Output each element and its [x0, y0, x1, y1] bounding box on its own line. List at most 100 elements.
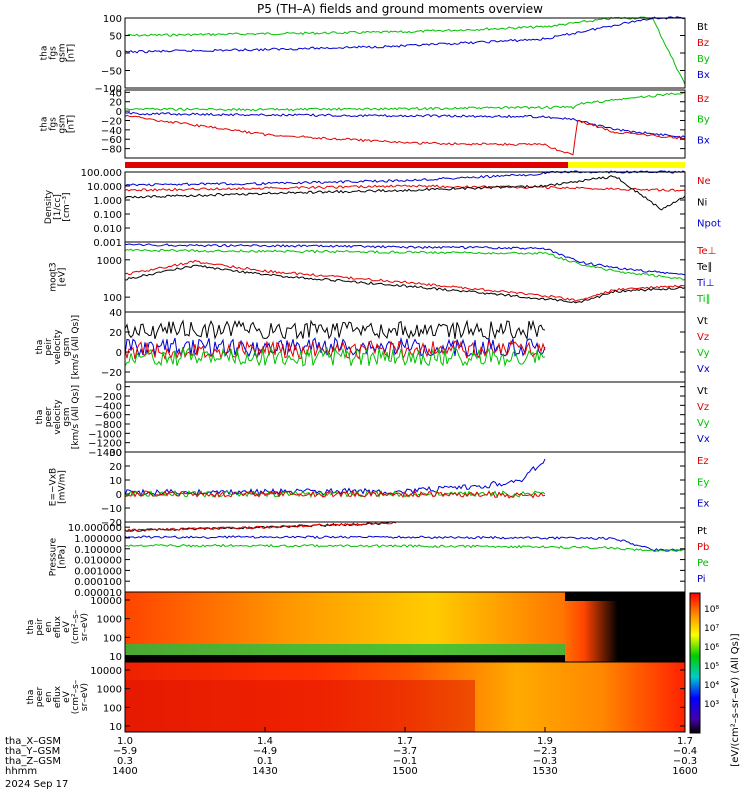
y-axis-label-line: [km/s (All Qs)] — [71, 385, 81, 449]
series-p3-1 — [124, 184, 685, 192]
y-axis-label-line: gsm — [62, 337, 72, 356]
panel-frame — [124, 381, 686, 453]
y-axis-label-line: gsm — [58, 114, 68, 133]
y-axis-label: E=−VxB[mV/m] — [49, 468, 68, 506]
x-axis-date: 2024 Sep 17 — [5, 779, 68, 790]
series-p4-2 — [124, 259, 686, 302]
y-tick-label: 0 — [116, 348, 122, 359]
y-tick-label: 100 — [103, 703, 122, 714]
y-axis-label: thapeirenefluxeV(cm²–s–sr–eV) — [26, 609, 90, 644]
y-tick-label: 20 — [109, 98, 122, 109]
y-tick-label: 0.100000 — [74, 545, 122, 556]
y-axis-label: moqt3[eV] — [49, 262, 68, 291]
x-tick-label: −0.1 — [393, 756, 417, 767]
legend-entry-Bx: Bx — [697, 135, 710, 146]
x-tick-label: 1600 — [672, 766, 697, 777]
series-p5-0 — [124, 319, 546, 341]
y-tick-label: 0.001000 — [74, 566, 122, 577]
series-p7-1 — [124, 489, 546, 499]
y-axis-label-line: velocity — [53, 399, 63, 435]
y-tick-label: 1000 — [97, 615, 122, 626]
y-axis-label-line: [mV/m] — [58, 470, 68, 504]
series-p4-1 — [124, 248, 686, 281]
y-tick-label: 100 — [103, 14, 122, 25]
y-axis-label-line: [nPa] — [58, 545, 68, 568]
y-tick-label: 10 — [109, 476, 122, 487]
panel-frame — [124, 89, 686, 159]
legend-entry-Vt: Vt — [697, 316, 708, 327]
y-tick-label: −20 — [101, 368, 122, 379]
y-tick-label: −80 — [101, 145, 122, 156]
y-tick-label: −100 — [95, 84, 122, 95]
x-tick-label: 1.9 — [537, 736, 553, 747]
panel-frame — [124, 521, 686, 593]
panel-p9: 10000 1000 100 10 thapeirenefluxeV(cm²–s–sr–… — [26, 591, 686, 663]
x-tick-label: 0.1 — [257, 756, 273, 767]
legend-entry-Ti: Ti∥ — [696, 294, 711, 305]
colorbar: 10⁸ 10⁷ 10⁶ 10⁵ 10⁴ 10³ [eV/(cm²–s–sr–eV) (All… — [689, 592, 741, 767]
colorbar-tick: 10⁶ — [704, 643, 719, 653]
y-axis-label-line: Density — [44, 189, 54, 224]
y-axis-label-line: (cm²–s– — [71, 679, 81, 714]
y-axis-label-line: eflux — [53, 615, 63, 638]
y-tick-label: 0 — [116, 107, 122, 118]
x-tick-label: −0.4 — [673, 746, 697, 757]
legend-entry-Ey: Ey — [697, 477, 709, 488]
legend-entry-Vy: Vy — [697, 348, 710, 359]
y-tick-label: 10000 — [90, 666, 122, 677]
series-p3-2 — [124, 175, 686, 211]
y-axis-label: thafgsgsm[nT] — [40, 43, 77, 62]
series-p1-1 — [124, 16, 686, 54]
panel-p3: 100.000 10.000 1.000 0.100 0.010 0.001 Density… — [44, 168, 721, 249]
series-p2-1 — [124, 111, 686, 139]
y-axis-label-line: eflux — [53, 685, 63, 708]
y-tick-label: 30 — [109, 448, 122, 459]
y-axis-label-line: gsm — [58, 43, 68, 62]
x-tick-label: −5.9 — [113, 746, 137, 757]
y-axis-label-line: tha — [26, 620, 36, 635]
series-p5-3 — [124, 346, 546, 368]
y-axis-label: thapeervelocitygsm[km/s (All Qs)] — [35, 385, 81, 449]
y-axis-label: Density[1/cc][cm⁻³] — [44, 189, 72, 224]
legend-entry-Ti: Ti⊥ — [696, 278, 714, 289]
legend-entry-Te: Te⊥ — [696, 246, 716, 257]
colorbar-label: [eV/(cm²–s–sr–eV) (All Qs)] — [730, 633, 741, 766]
y-axis-label-line: sr–eV) — [80, 683, 90, 711]
panel-p4: 1000 100 moqt3[eV] Te⊥ Te∥ Ti⊥ Ti∥ — [49, 241, 716, 313]
y-tick-label: −400 — [95, 401, 122, 412]
legend-entry-Bz: Bz — [697, 38, 709, 49]
y-axis-label-line: tha — [40, 117, 50, 132]
panel-p6: 0−200−400−600−800−1000−1200−1400 thapeerv… — [35, 381, 710, 459]
panel-frame — [124, 17, 686, 89]
colorbar-tick: 10⁴ — [704, 681, 719, 691]
y-axis-label-line: en — [44, 691, 54, 702]
y-axis-label-line: Pressure — [49, 537, 59, 576]
mode-bar-fast-survey — [568, 162, 685, 168]
y-axis-label-line: tha — [40, 46, 50, 61]
heatmap-black-band — [125, 655, 565, 662]
colorbar-tick: 10⁸ — [704, 605, 719, 615]
y-tick-label: 0.010 — [93, 224, 122, 235]
y-tick-label: −50 — [101, 67, 122, 78]
y-axis-label-line: fgs — [49, 46, 59, 60]
legend-entry-Vy: Vy — [697, 418, 710, 429]
x-tick-label: −4.9 — [253, 746, 277, 757]
y-tick-label: 10.000 — [87, 182, 122, 193]
y-axis-label-line: [km/s (All Qs)] — [71, 315, 81, 379]
y-axis-label-line: gsm — [62, 407, 72, 426]
y-tick-label: 0 — [116, 490, 122, 501]
y-axis-label-line: eV — [62, 690, 72, 703]
series-p8-2 — [124, 535, 686, 552]
x-tick-label: 1400 — [112, 766, 137, 777]
y-tick-label: 1000 — [97, 256, 122, 267]
y-tick-label: 50 — [109, 32, 122, 43]
y-tick-label: −20 — [101, 116, 122, 127]
panel-frame — [124, 171, 686, 243]
legend-entry-Ez: Ez — [697, 456, 709, 467]
y-tick-label: 0 — [116, 383, 122, 394]
series-p3-0 — [124, 170, 686, 187]
y-tick-label: 100 — [103, 293, 122, 304]
y-tick-label: −200 — [95, 392, 122, 403]
